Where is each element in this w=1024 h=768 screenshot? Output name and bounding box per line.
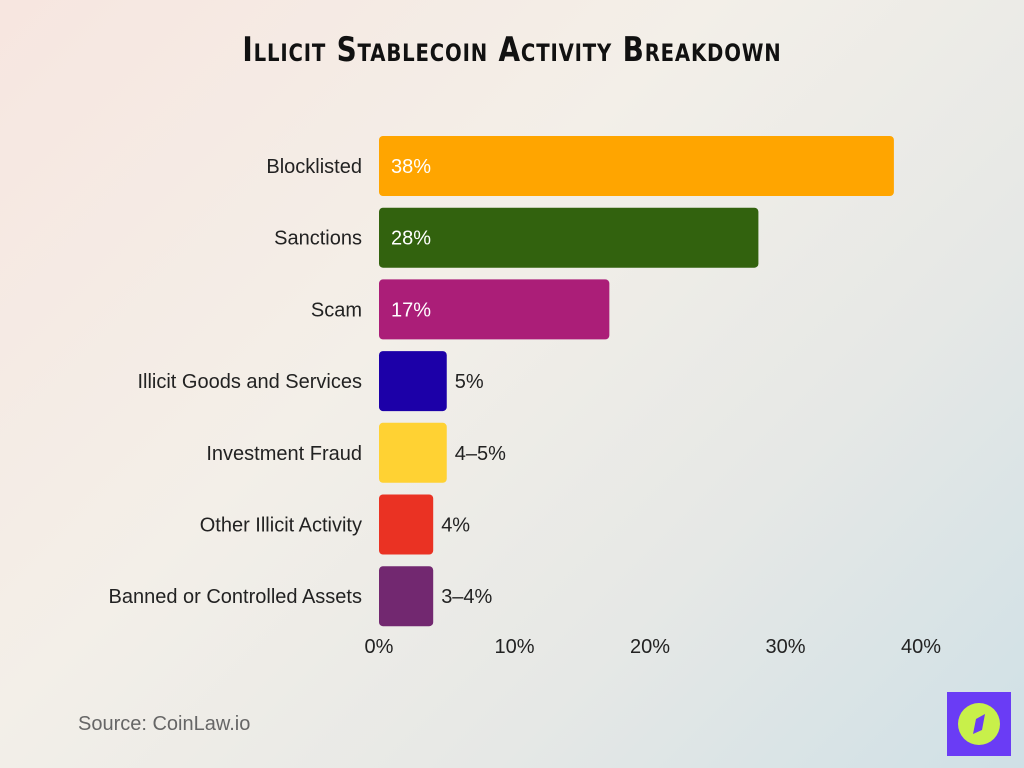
data-label: 4% bbox=[441, 515, 470, 537]
category-label: Investment Fraud bbox=[206, 443, 362, 465]
bar bbox=[379, 422, 447, 483]
data-label: 28% bbox=[391, 228, 431, 250]
x-tick-label: 40% bbox=[901, 636, 941, 658]
category-label: Blocklisted bbox=[266, 156, 362, 178]
compass-icon bbox=[958, 703, 1000, 745]
category-label: Scam bbox=[311, 299, 362, 321]
source-note: Source: CoinLaw.io bbox=[78, 713, 251, 735]
category-label: Other Illicit Activity bbox=[200, 515, 362, 537]
bar bbox=[379, 136, 894, 196]
category-label: Sanctions bbox=[274, 228, 362, 250]
data-label: 5% bbox=[455, 371, 484, 393]
category-label: Banned or Controlled Assets bbox=[109, 586, 363, 608]
category-label: Illicit Goods and Services bbox=[137, 371, 362, 393]
bar bbox=[379, 566, 434, 627]
chart-title: Illicit Stablecoin Activity Breakdown bbox=[242, 30, 782, 70]
bar bbox=[379, 279, 610, 340]
data-label: 4–5% bbox=[455, 443, 506, 465]
data-label: 17% bbox=[391, 299, 431, 321]
x-tick-label: 10% bbox=[494, 636, 534, 658]
x-tick-label: 20% bbox=[630, 636, 670, 658]
x-tick-label: 0% bbox=[365, 636, 394, 658]
x-tick-label: 30% bbox=[765, 636, 805, 658]
bar bbox=[379, 207, 759, 268]
brand-logo bbox=[947, 692, 1011, 756]
data-label: 38% bbox=[391, 156, 431, 178]
data-label: 3–4% bbox=[441, 586, 492, 608]
bar bbox=[379, 351, 447, 412]
bar bbox=[379, 494, 434, 555]
